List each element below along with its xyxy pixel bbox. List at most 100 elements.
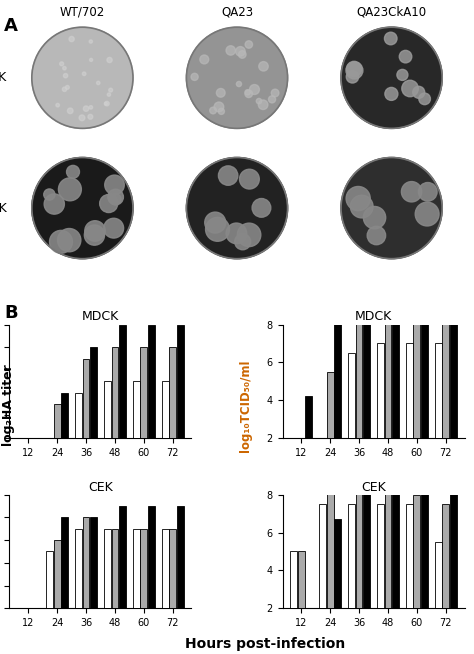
Circle shape — [341, 158, 442, 259]
Bar — [356, 315, 363, 438]
Circle shape — [226, 46, 236, 55]
Bar — [133, 529, 140, 608]
Circle shape — [239, 169, 259, 189]
Circle shape — [219, 166, 238, 185]
Circle shape — [84, 225, 105, 245]
Circle shape — [186, 27, 288, 128]
Circle shape — [90, 58, 92, 61]
Title: QA23: QA23 — [221, 5, 253, 18]
Bar — [75, 529, 82, 608]
Circle shape — [82, 72, 86, 76]
Circle shape — [237, 82, 242, 86]
Bar — [450, 296, 456, 438]
Bar — [169, 529, 176, 608]
Circle shape — [346, 186, 370, 211]
Circle shape — [79, 115, 85, 121]
Title: CEK: CEK — [88, 481, 113, 494]
Circle shape — [214, 102, 224, 112]
Circle shape — [419, 182, 437, 201]
Circle shape — [191, 73, 198, 80]
Bar — [363, 457, 370, 608]
Circle shape — [218, 108, 225, 114]
Bar — [392, 296, 399, 438]
Circle shape — [109, 88, 113, 92]
Bar — [291, 551, 297, 608]
Circle shape — [60, 62, 64, 66]
Bar — [327, 485, 334, 608]
Circle shape — [58, 178, 82, 201]
Bar — [104, 381, 111, 438]
Text: A: A — [4, 17, 18, 35]
Circle shape — [104, 102, 107, 105]
Bar — [61, 517, 68, 608]
Bar — [140, 529, 147, 608]
Circle shape — [397, 69, 408, 80]
Circle shape — [236, 46, 245, 56]
Bar — [54, 404, 61, 438]
Bar — [334, 305, 341, 438]
Title: MDCK: MDCK — [82, 311, 119, 324]
Circle shape — [49, 230, 73, 253]
Bar — [377, 343, 384, 438]
Circle shape — [44, 189, 55, 200]
Bar — [305, 396, 312, 438]
Bar — [363, 315, 370, 438]
Circle shape — [413, 86, 425, 98]
Circle shape — [89, 105, 92, 109]
Circle shape — [186, 158, 288, 259]
Circle shape — [385, 88, 398, 101]
Bar — [413, 495, 420, 608]
Bar — [442, 315, 449, 438]
Circle shape — [415, 202, 439, 226]
Bar — [82, 358, 90, 438]
Bar — [413, 315, 420, 438]
Bar — [348, 353, 355, 438]
Circle shape — [346, 62, 363, 79]
Bar — [133, 381, 140, 438]
Circle shape — [245, 90, 250, 95]
Circle shape — [66, 165, 80, 179]
Bar — [421, 466, 428, 608]
Bar — [140, 347, 147, 438]
Circle shape — [206, 217, 229, 241]
Text: B: B — [5, 304, 18, 322]
Circle shape — [384, 32, 397, 44]
Title: WT/702: WT/702 — [60, 5, 105, 18]
Circle shape — [105, 175, 124, 195]
Circle shape — [110, 194, 121, 205]
Bar — [148, 324, 155, 438]
Circle shape — [57, 228, 81, 252]
Circle shape — [97, 81, 100, 84]
Circle shape — [88, 114, 93, 119]
Circle shape — [364, 207, 386, 229]
Circle shape — [216, 88, 225, 97]
Circle shape — [65, 86, 69, 90]
Circle shape — [256, 98, 262, 104]
Circle shape — [402, 80, 419, 97]
Circle shape — [210, 107, 217, 114]
Bar — [327, 372, 334, 438]
Circle shape — [104, 218, 124, 238]
Bar — [435, 542, 442, 608]
Bar — [148, 506, 155, 608]
Circle shape — [350, 196, 373, 218]
Circle shape — [258, 100, 268, 109]
Bar — [319, 504, 326, 608]
Circle shape — [235, 234, 251, 250]
Circle shape — [32, 158, 133, 259]
Bar — [169, 347, 176, 438]
Bar — [177, 324, 183, 438]
Circle shape — [108, 189, 123, 205]
Circle shape — [107, 58, 112, 63]
Circle shape — [237, 223, 261, 247]
Bar — [450, 485, 456, 608]
Bar — [348, 504, 355, 608]
Bar — [384, 305, 392, 438]
Circle shape — [238, 51, 246, 58]
Circle shape — [346, 61, 362, 77]
Bar — [421, 296, 428, 438]
Bar — [61, 392, 68, 438]
Bar — [54, 540, 61, 608]
Bar — [119, 506, 126, 608]
Bar — [392, 457, 399, 608]
